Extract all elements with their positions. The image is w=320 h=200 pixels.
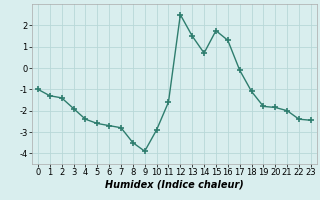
X-axis label: Humidex (Indice chaleur): Humidex (Indice chaleur) — [105, 180, 244, 190]
